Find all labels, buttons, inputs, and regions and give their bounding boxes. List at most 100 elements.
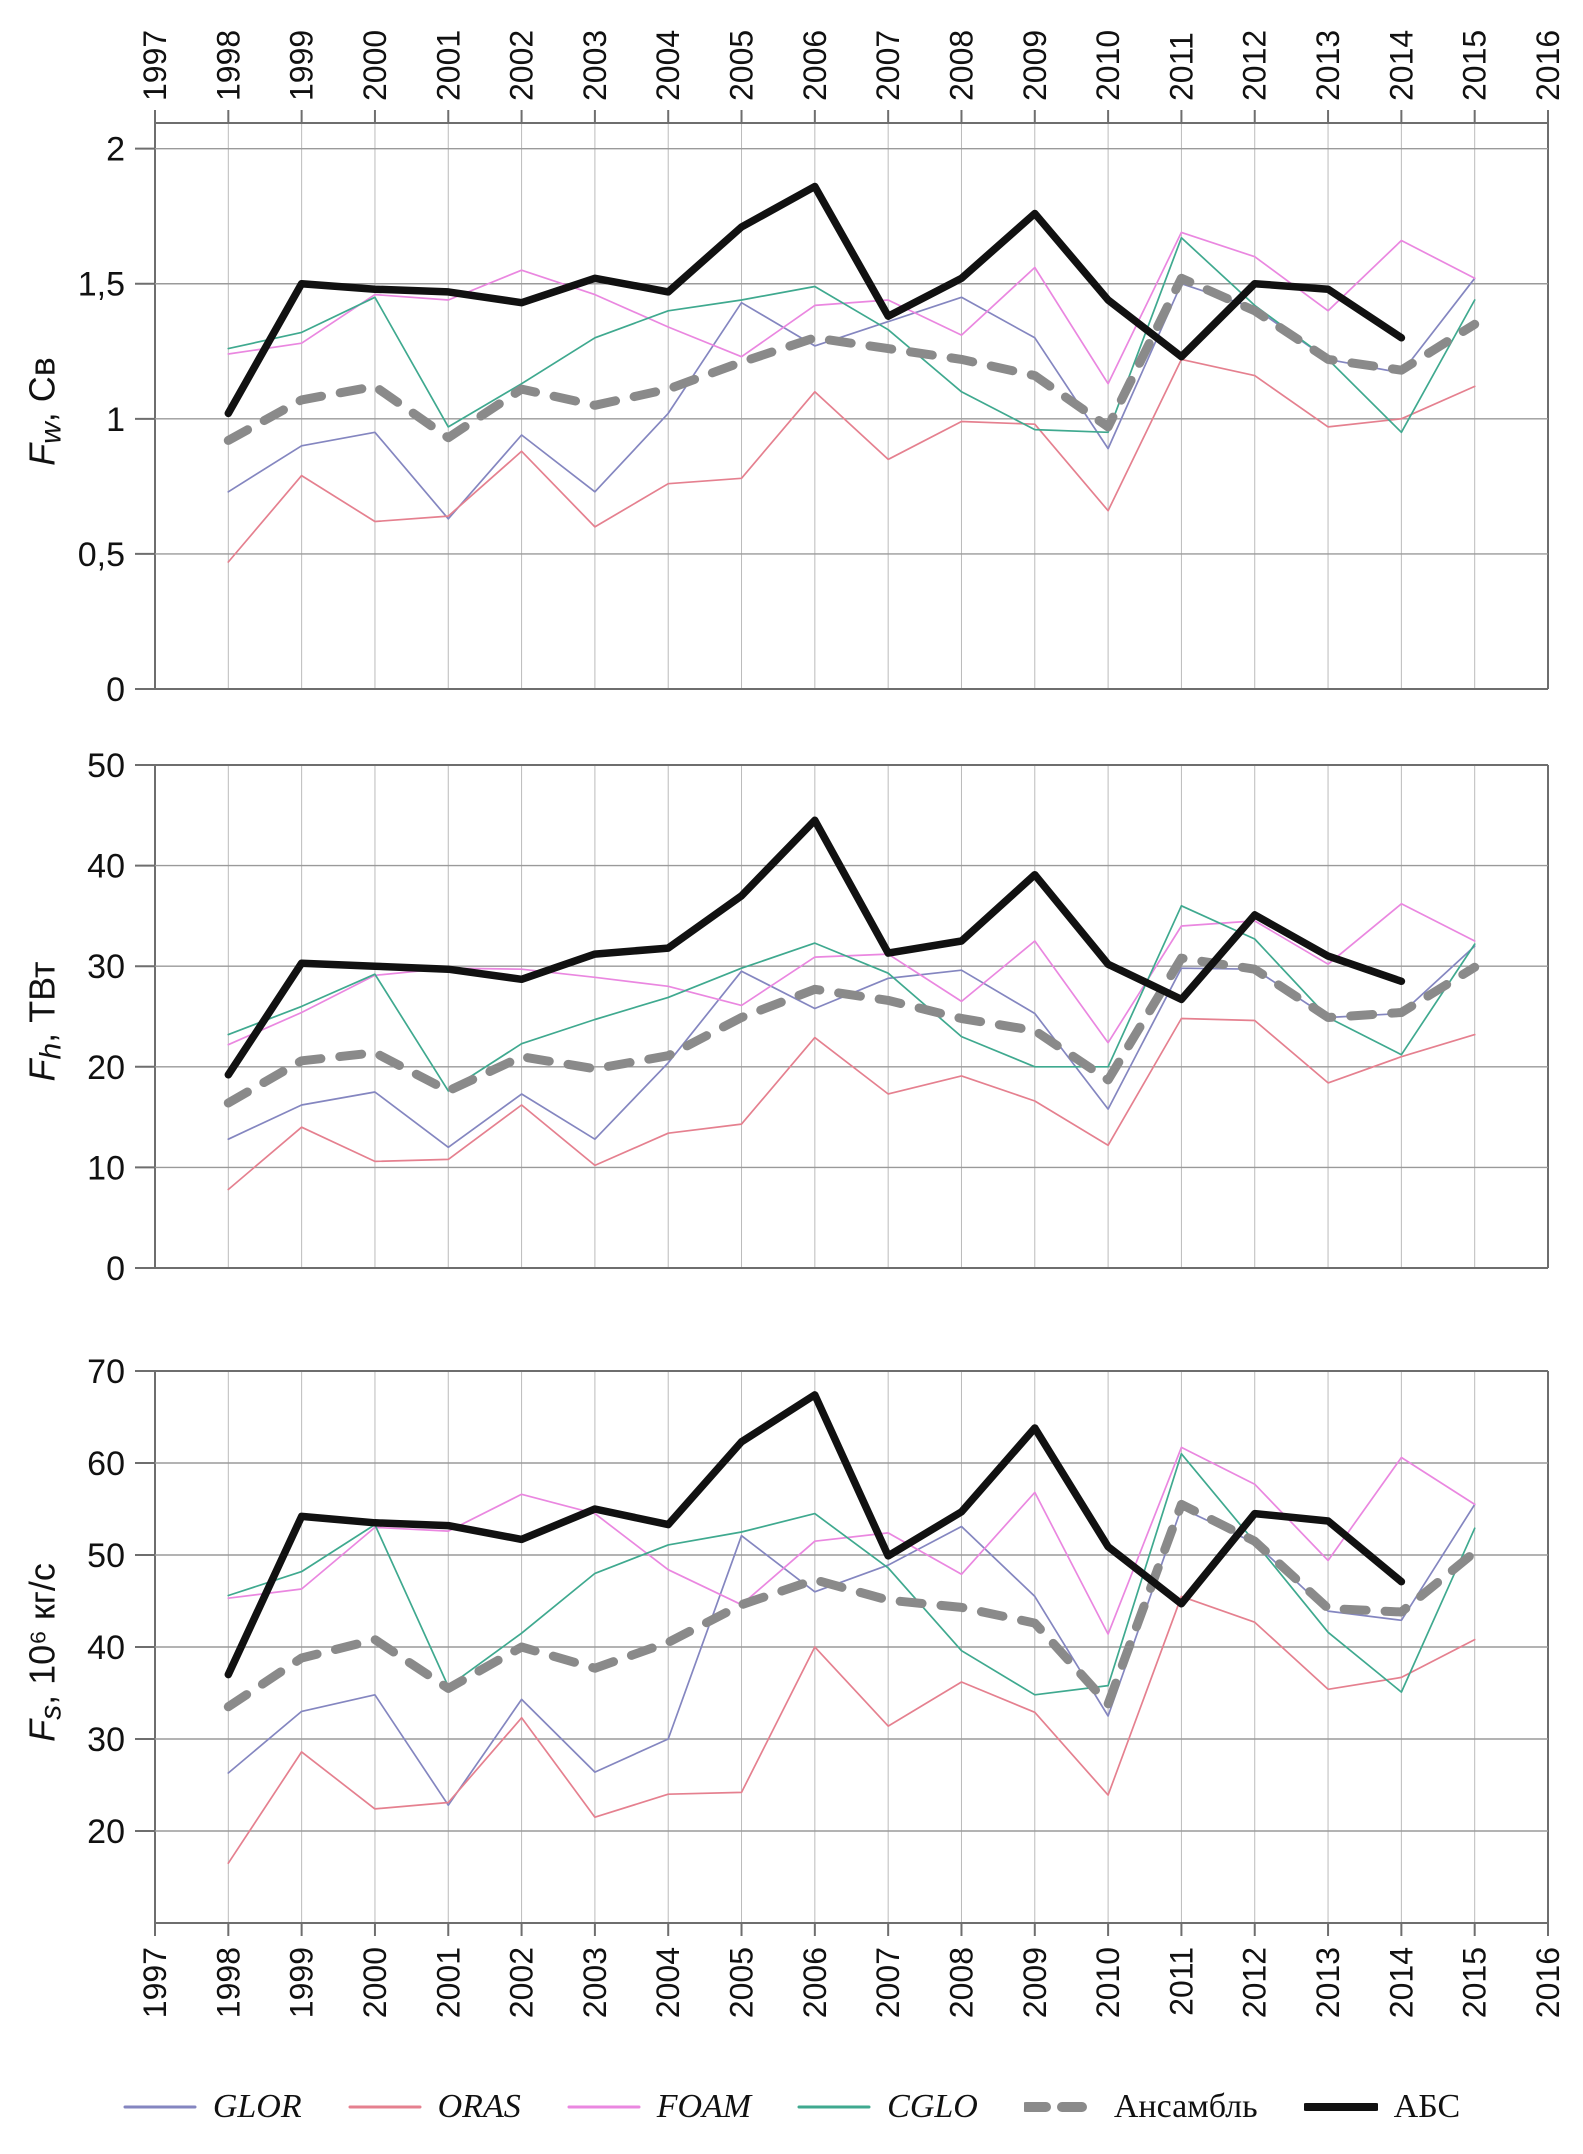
y-axis-title-fw-sub: w xyxy=(34,422,68,444)
legend-label-oras: ORAS xyxy=(437,2088,521,2125)
x-tick-label-1999: 1999 xyxy=(284,1947,320,2018)
series-ORAS-fs xyxy=(227,1595,1476,1865)
series-АБС-fh xyxy=(224,816,1406,1079)
x-tick-label-2012: 2012 xyxy=(1237,1947,1273,2018)
y-axis-title-fw-rest: , Св xyxy=(21,357,63,423)
x-tick-label-2008: 2008 xyxy=(943,30,979,101)
panel-fs: 20 30 40 50 60 70 xyxy=(87,1353,1549,1924)
legend-line-cglo-icon xyxy=(797,2096,871,2118)
y-tick-label: 20 xyxy=(87,1813,125,1851)
series-GLOR-fh xyxy=(227,945,1476,1149)
x-tick-label-2008: 2008 xyxy=(943,1947,979,2018)
y-tick-label: 30 xyxy=(87,948,125,986)
series-ORAS-fw xyxy=(227,358,1476,563)
x-tick-label-2007: 2007 xyxy=(870,1947,906,2018)
x-tick-label-2010: 2010 xyxy=(1090,1947,1126,2018)
x-tick-label-2003: 2003 xyxy=(577,1947,613,2018)
x-tick-label-2004: 2004 xyxy=(650,1947,686,2018)
series-Ансамбль-fh xyxy=(223,953,1480,1108)
x-tick-label-2005: 2005 xyxy=(724,1947,760,2018)
y-axis-title-fh-sub: h xyxy=(34,1042,68,1060)
x-tick-label-1997: 1997 xyxy=(137,1947,173,2018)
x-tick-label-2013: 2013 xyxy=(1310,1947,1346,2018)
x-tick-label-2014: 2014 xyxy=(1383,30,1419,101)
legend-label-glor: GLOR xyxy=(212,2088,302,2125)
series-GLOR-fs xyxy=(227,1503,1476,1807)
y-axis-title-fw: Fw, Св xyxy=(22,232,69,592)
x-tick-label-1998: 1998 xyxy=(210,1947,246,2018)
y-tick-label: 40 xyxy=(87,1629,125,1667)
series-FOAM-fw xyxy=(227,231,1476,385)
panel-fw: 0 0,5 1 1,5 2 xyxy=(78,122,1549,709)
y-tick-label: 10 xyxy=(87,1149,125,1187)
x-tick-label-2009: 2009 xyxy=(1017,1947,1053,2018)
panel-fh: 0 10 20 30 40 50 xyxy=(87,747,1549,1288)
x-tick-label-2015: 2015 xyxy=(1457,1947,1493,2018)
y-tick-label: 2 xyxy=(106,131,125,169)
y-tick-label: 50 xyxy=(87,747,125,785)
legend-label-abs: АБС xyxy=(1393,2088,1461,2125)
x-tick-label-2005: 2005 xyxy=(724,30,760,101)
y-axis-title-fs-main: F xyxy=(21,1719,63,1742)
x-tick-label-2011: 2011 xyxy=(1163,32,1199,101)
y-tick-label: 0 xyxy=(106,671,125,709)
x-tick-label-2007: 2007 xyxy=(870,30,906,101)
y-axis-title-fh-main: F xyxy=(21,1059,63,1082)
legend-label-foam: FOAM xyxy=(656,2088,752,2125)
legend-item-abs: АБС xyxy=(1301,2088,1461,2126)
y-tick-label: 60 xyxy=(87,1445,125,1483)
series-Ансамбль-fs xyxy=(223,1499,1480,1712)
y-axis-title-fs-rest: , 10⁶ кг/с xyxy=(21,1563,63,1705)
legend: GLOR ORAS FOAM CGLO Ансамбль АБС xyxy=(0,2072,1583,2142)
series-FOAM-fs xyxy=(227,1446,1476,1635)
x-tick-label-1998: 1998 xyxy=(210,30,246,101)
x-tick-label-2014: 2014 xyxy=(1383,1947,1419,2018)
series-CGLO-fs xyxy=(227,1452,1476,1696)
x-tick-label-2012: 2012 xyxy=(1237,30,1273,101)
x-tick-label-2015: 2015 xyxy=(1457,30,1493,101)
x-tick-label-2002: 2002 xyxy=(504,30,540,101)
legend-item-glor: GLOR xyxy=(123,2088,302,2126)
x-tick-label-2013: 2013 xyxy=(1310,30,1346,101)
y-axis-title-fh-rest: , ТВт xyxy=(21,961,63,1043)
legend-line-abs-icon xyxy=(1301,2096,1380,2118)
legend-label-ensemble: Ансамбль xyxy=(1113,2088,1258,2125)
x-tick-label-2000: 2000 xyxy=(357,1947,393,2018)
x-tick-label-2009: 2009 xyxy=(1017,30,1053,101)
x-tick-label-2000: 2000 xyxy=(357,30,393,101)
y-tick-label: 20 xyxy=(87,1049,125,1087)
y-tick-label: 70 xyxy=(87,1353,125,1391)
x-tick-label-2011: 2011 xyxy=(1163,1947,1199,2016)
y-axis-title-fs-sub: s xyxy=(34,1704,68,1720)
x-axis-bottom: 1997 1998 1999 2000 2001 2002 2003 2004 2005 2006… xyxy=(137,1923,1566,2018)
x-tick-label-2003: 2003 xyxy=(577,30,613,101)
x-tick-label-2016: 2016 xyxy=(1530,30,1566,101)
x-tick-label-1999: 1999 xyxy=(284,30,320,101)
legend-item-cglo: CGLO xyxy=(797,2088,978,2126)
series-АБС-fw xyxy=(224,182,1406,418)
legend-label-cglo: CGLO xyxy=(887,2088,978,2125)
legend-item-oras: ORAS xyxy=(348,2088,521,2126)
y-tick-label: 50 xyxy=(87,1537,125,1575)
series-Ансамбль-fw xyxy=(223,273,1480,445)
x-tick-label-2001: 2001 xyxy=(430,30,466,101)
legend-line-ensemble-icon xyxy=(1020,2096,1101,2118)
y-axis-title-fh: Fh, ТВт xyxy=(22,842,69,1202)
legend-line-glor-icon xyxy=(123,2096,197,2118)
y-tick-label: 0 xyxy=(106,1250,125,1288)
legend-item-ensemble: Ансамбль xyxy=(1020,2088,1258,2126)
series-ORAS-fh xyxy=(227,1017,1476,1191)
y-tick-label: 30 xyxy=(87,1721,125,1759)
x-tick-label-2002: 2002 xyxy=(504,1947,540,2018)
y-axis-title-fw-main: F xyxy=(21,443,63,466)
legend-line-oras-icon xyxy=(348,2096,422,2118)
x-tick-label-2010: 2010 xyxy=(1090,30,1126,101)
x-tick-label-1997: 1997 xyxy=(137,30,173,101)
x-tick-label-2001: 2001 xyxy=(430,1947,466,2018)
series-АБС-fs xyxy=(224,1391,1406,1679)
y-tick-label: 1,5 xyxy=(78,266,125,304)
series-CGLO-fh xyxy=(227,904,1476,1092)
legend-line-foam-icon xyxy=(567,2096,641,2118)
